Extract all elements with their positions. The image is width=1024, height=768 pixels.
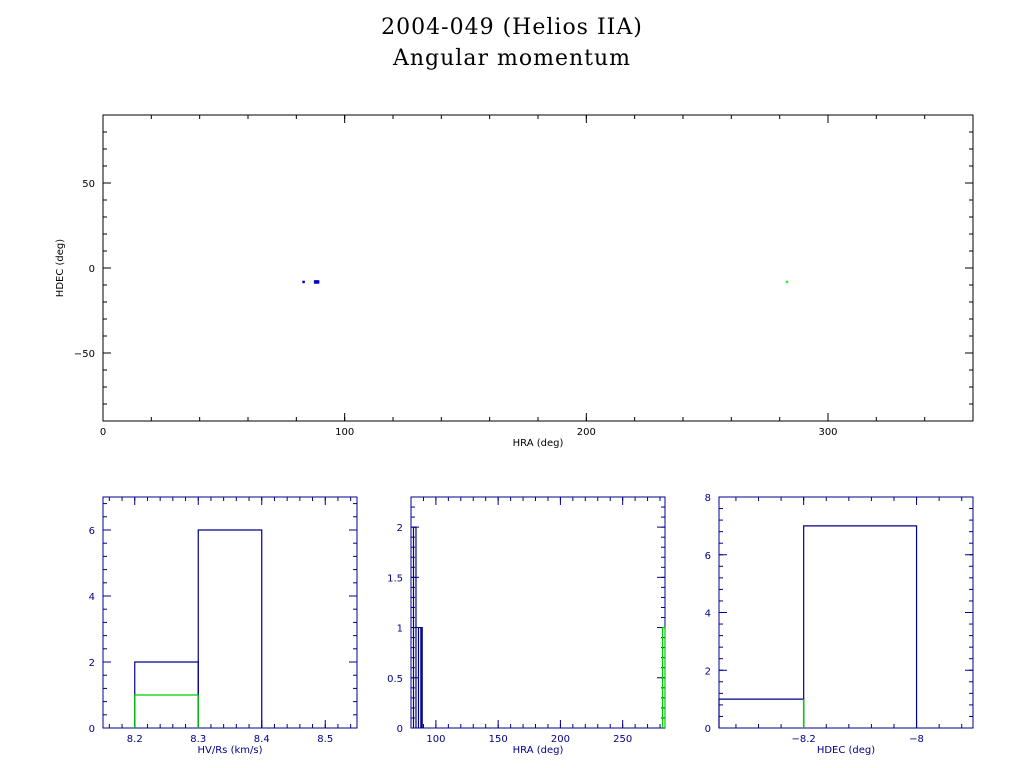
y-axis-label: HDEC (deg) (55, 239, 66, 297)
y-tick-label: 2 (89, 658, 95, 669)
chart-subtitle: Angular momentum (393, 46, 631, 71)
x-tick-label: 300 (818, 427, 837, 438)
histogram-bar (661, 626, 666, 728)
histogram-bar (197, 529, 263, 728)
histogram-bar (134, 694, 199, 728)
y-tick-label: 0 (89, 724, 95, 735)
y-tick-label: 50 (82, 179, 95, 190)
y-tick-label: 0 (705, 724, 711, 735)
y-tick-label: 1 (397, 624, 403, 635)
histogram-bar (420, 626, 423, 728)
data-point (313, 280, 318, 284)
x-tick-label: 8.4 (254, 734, 270, 745)
x-axis-label: HRA (deg) (513, 745, 564, 756)
data-point (302, 280, 305, 284)
x-tick-label: 100 (335, 427, 354, 438)
x-tick-label: 200 (551, 734, 570, 745)
y-tick-label: 6 (705, 551, 711, 562)
y-tick-label: 0 (89, 264, 95, 275)
plot-frame (410, 496, 666, 729)
histogram-bar (412, 526, 417, 728)
plot-frame (718, 496, 974, 729)
x-tick-label: 150 (489, 734, 508, 745)
x-tick-label: 0 (100, 427, 106, 438)
histogram-bar (803, 525, 918, 728)
y-tick-label: 4 (89, 592, 95, 603)
x-tick-label: 8.2 (127, 734, 143, 745)
data-point (315, 280, 320, 284)
y-tick-label: 2 (705, 666, 711, 677)
y-tick-label: 4 (705, 609, 711, 620)
x-tick-label: 250 (613, 734, 632, 745)
data-point (785, 280, 789, 284)
x-tick-label: 200 (577, 427, 596, 438)
y-tick-label: 0.5 (387, 674, 403, 685)
x-axis-label: HV/Rs (km/s) (198, 745, 263, 756)
x-tick-label: 8.5 (317, 734, 333, 745)
y-tick-label: 1.5 (387, 573, 403, 584)
y-tick-label: 6 (89, 526, 95, 537)
x-tick-label: −8 (909, 734, 924, 745)
x-axis-label: HRA (deg) (513, 438, 564, 449)
x-axis-label: HDEC (deg) (817, 745, 875, 756)
y-tick-label: −50 (74, 349, 95, 360)
y-tick-label: 2 (397, 523, 403, 534)
x-tick-label: 100 (426, 734, 445, 745)
x-tick-label: 8.3 (190, 734, 206, 745)
plot-frame (102, 496, 358, 729)
x-tick-label: −8.2 (792, 734, 816, 745)
chart-title: 2004-049 (Helios IIA) (381, 15, 643, 40)
histogram-bar (718, 698, 805, 728)
plot-frame (102, 114, 974, 422)
y-tick-label: 8 (705, 493, 711, 504)
y-tick-label: 0 (397, 724, 403, 735)
